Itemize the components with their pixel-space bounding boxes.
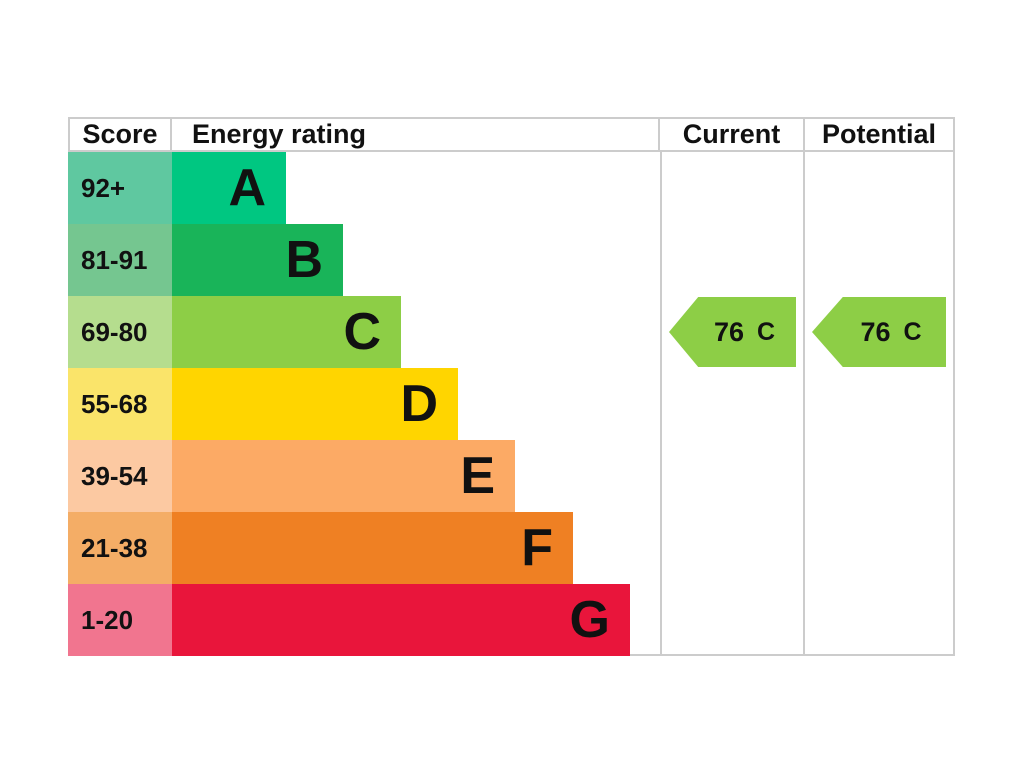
band-row-e: 39-54 E [68,440,955,512]
current-column: 76 C [660,152,805,656]
band-row-g: 1-20 G [68,584,955,656]
score-cell-e: 39-54 [68,440,172,512]
potential-score-value: 76 [860,316,891,347]
score-cell-f: 21-38 [68,512,172,584]
epc-chart: Score Energy rating Current Potential 92… [68,117,955,656]
rating-bar-d: D [172,368,458,440]
rating-letter-c: C [343,303,381,361]
band-row-c: 69-80 C [68,296,955,368]
score-cell-d: 55-68 [68,368,172,440]
rating-letter-e: E [460,447,495,505]
potential-rating-arrow: 76 C [812,297,946,367]
current-score-value: 76 [713,316,744,347]
header-current: Current [660,117,805,152]
rating-letter-f: F [521,519,553,577]
rating-bar-c: C [172,296,401,368]
rating-letter-d: D [400,375,438,433]
rating-bar-f: F [172,512,573,584]
potential-rating-letter: C [903,317,922,346]
score-cell-b: 81-91 [68,224,172,296]
rating-bar-a: A [172,152,286,224]
band-row-a: 92+ A [68,152,955,224]
potential-column: 76 C [805,152,955,656]
current-rating-letter: C [756,317,776,346]
score-cell-g: 1-20 [68,584,172,656]
header-potential: Potential [805,117,955,152]
rating-rows: 92+ A 81-91 B 69-80 C 55-68 D 39-54 E 21-38 F 1-20 G [68,152,955,656]
header-energy-rating: Energy rating [172,117,660,152]
rating-bar-b: B [172,224,343,296]
band-row-f: 21-38 F [68,512,955,584]
rating-bar-g: G [172,584,630,656]
epc-header-row: Score Energy rating Current Potential [68,117,955,152]
band-row-d: 55-68 D [68,368,955,440]
current-rating-arrow: 76 C [669,297,796,367]
rating-letter-a: A [228,159,266,217]
epc-body: 92+ A 81-91 B 69-80 C 55-68 D 39-54 E 21-38 F 1-20 G … [68,152,955,656]
rating-letter-g: G [569,591,610,649]
rating-letter-b: B [285,231,323,289]
band-row-b: 81-91 B [68,224,955,296]
score-cell-c: 69-80 [68,296,172,368]
score-cell-a: 92+ [68,152,172,224]
header-score: Score [68,117,172,152]
rating-bar-e: E [172,440,515,512]
